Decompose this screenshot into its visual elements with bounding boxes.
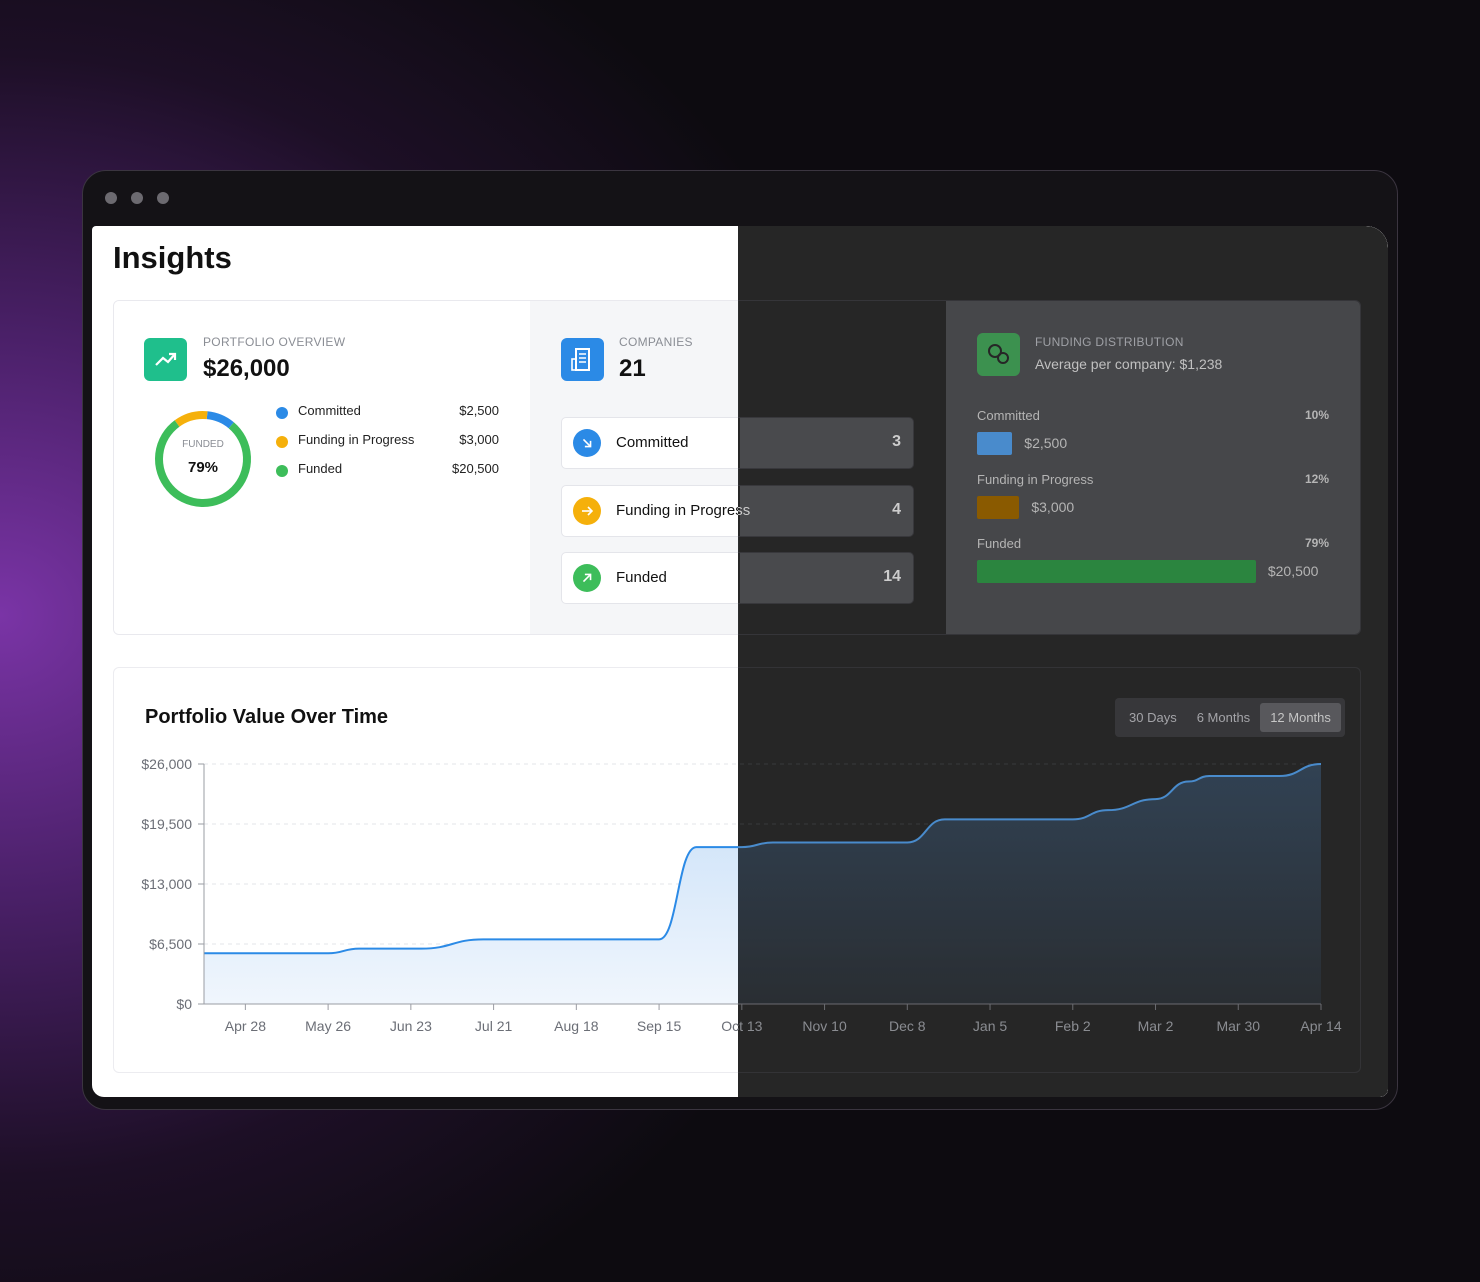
- legend-name: Committed: [298, 403, 361, 418]
- status-icon: [573, 497, 601, 525]
- page-title: Insights: [113, 240, 232, 275]
- company-status-row: Committed 3: [561, 417, 914, 469]
- average-per-company: Average per company: $1,238: [1035, 356, 1223, 372]
- item-amount: $3,000: [1031, 499, 1075, 515]
- item-name: Funding in Progress: [977, 472, 1094, 487]
- y-tick-label: $19,500: [141, 816, 192, 832]
- x-tick-label: Jul 21: [475, 1018, 513, 1034]
- insights-panel: Insights PORTFOLIO OVERVIEW $26,000 FUND…: [92, 226, 1388, 1097]
- status-name: Committed: [616, 434, 689, 451]
- arrow: [582, 506, 594, 516]
- legend-value: $3,000: [459, 432, 499, 447]
- company-status-row: Funding in Progress 4: [561, 485, 914, 537]
- x-tick-label: Feb 2: [1055, 1018, 1091, 1034]
- donut-label: FUNDED: [182, 439, 224, 450]
- arrow-glyph: [582, 506, 594, 516]
- companies: COMPANIES 21 Committed 3 Funding in Progre…: [530, 301, 946, 634]
- status-icon: [573, 564, 601, 592]
- x-tick-label: May 26: [305, 1018, 351, 1034]
- arrow: [582, 438, 592, 448]
- arrow-shaft: [582, 438, 592, 448]
- x-tick-label: Jan 5: [973, 1018, 1007, 1034]
- status-count: 14: [883, 568, 901, 585]
- item-name: Funded: [977, 536, 1022, 551]
- legend-dot: [276, 465, 288, 477]
- status-icon: [573, 429, 601, 457]
- distribution-bar: [977, 560, 1256, 583]
- chart-card: Portfolio Value Over Time 30 Days 6 Month…: [113, 667, 1361, 1073]
- arrow-head: [587, 506, 594, 516]
- portfolio-total: $26,000: [203, 355, 290, 382]
- item-name: Committed: [977, 408, 1040, 423]
- arrow: [582, 573, 592, 583]
- item-percent: 79%: [1304, 536, 1329, 550]
- summary-card: PORTFOLIO OVERVIEW $26,000 FUNDED 79% Co…: [113, 300, 1361, 635]
- x-tick-label: Aug 18: [554, 1018, 599, 1034]
- item-amount: $2,500: [1024, 435, 1068, 451]
- distribution-bar: [977, 432, 1013, 455]
- status-name: Funded: [616, 569, 667, 586]
- company-status-row: Funded 14: [561, 552, 914, 604]
- window-dot: [157, 192, 169, 204]
- item-percent: 12%: [1304, 472, 1329, 486]
- x-tick-label: Jun 23: [390, 1018, 432, 1034]
- y-tick-label: $13,000: [141, 876, 192, 892]
- legend-name: Funded: [298, 461, 343, 476]
- funding-icon: [977, 333, 1020, 376]
- status-name: Funding in Progress: [616, 502, 751, 519]
- section-label: COMPANIES: [619, 335, 693, 349]
- donut-chart: [155, 411, 251, 507]
- x-tick-label: Dec 8: [889, 1018, 926, 1034]
- x-tick-label: Mar 30: [1216, 1018, 1260, 1034]
- status-count: 3: [892, 433, 901, 450]
- donut-value: 79%: [187, 459, 219, 476]
- portfolio-overview: PORTFOLIO OVERVIEW $26,000 FUNDED 79% Co…: [114, 301, 530, 634]
- window-dot: [131, 192, 143, 204]
- y-tick-label: $6,500: [149, 936, 192, 952]
- status-count: 4: [892, 501, 901, 518]
- section-label: PORTFOLIO OVERVIEW: [203, 335, 346, 349]
- y-tick-label: $26,000: [141, 756, 192, 772]
- legend-dot: [276, 436, 288, 448]
- legend-dot: [276, 407, 288, 419]
- legend-value: $20,500: [452, 461, 499, 476]
- x-tick-label: Sep 15: [637, 1018, 682, 1034]
- x-tick-label: Nov 10: [802, 1018, 847, 1034]
- arrow-shaft: [582, 573, 592, 583]
- chart-title: Portfolio Value Over Time: [145, 706, 389, 728]
- donut-segment: [206, 411, 234, 429]
- item-percent: 10%: [1304, 408, 1329, 422]
- funding-distribution: FUNDING DISTRIBUTION Average per company…: [946, 301, 1360, 634]
- section-label: FUNDING DISTRIBUTION: [1035, 335, 1184, 349]
- item-amount: $20,500: [1267, 563, 1319, 579]
- area-chart: $0 $6,500 $13,000 $19,500 $26,000 Apr 28 May 2…: [141, 756, 1341, 1034]
- companies-total: 21: [619, 355, 646, 382]
- x-tick-label: Apr 28: [225, 1018, 266, 1034]
- donut-segment: [155, 420, 251, 507]
- legend-name: Funding in Progress: [298, 432, 415, 447]
- building-glyph: [571, 348, 590, 371]
- legend-value: $2,500: [459, 403, 499, 418]
- arrow-glyph: [582, 573, 592, 583]
- window-dot: [105, 192, 117, 204]
- coins-glyph: [988, 344, 1009, 364]
- portfolio-icon: [144, 338, 187, 381]
- x-tick-label: Oct 13: [721, 1018, 762, 1034]
- trend-glyph: [155, 352, 177, 366]
- distribution-bar: [977, 496, 1020, 519]
- arrow-head: [584, 573, 592, 581]
- x-tick-label: Mar 2: [1138, 1018, 1174, 1034]
- donut-segment: [174, 411, 208, 427]
- companies-icon: [561, 338, 604, 381]
- arrow-head: [584, 440, 592, 448]
- arrow-glyph: [582, 438, 592, 448]
- y-tick-label: $0: [176, 996, 192, 1012]
- x-tick-label: Apr 14: [1300, 1018, 1341, 1034]
